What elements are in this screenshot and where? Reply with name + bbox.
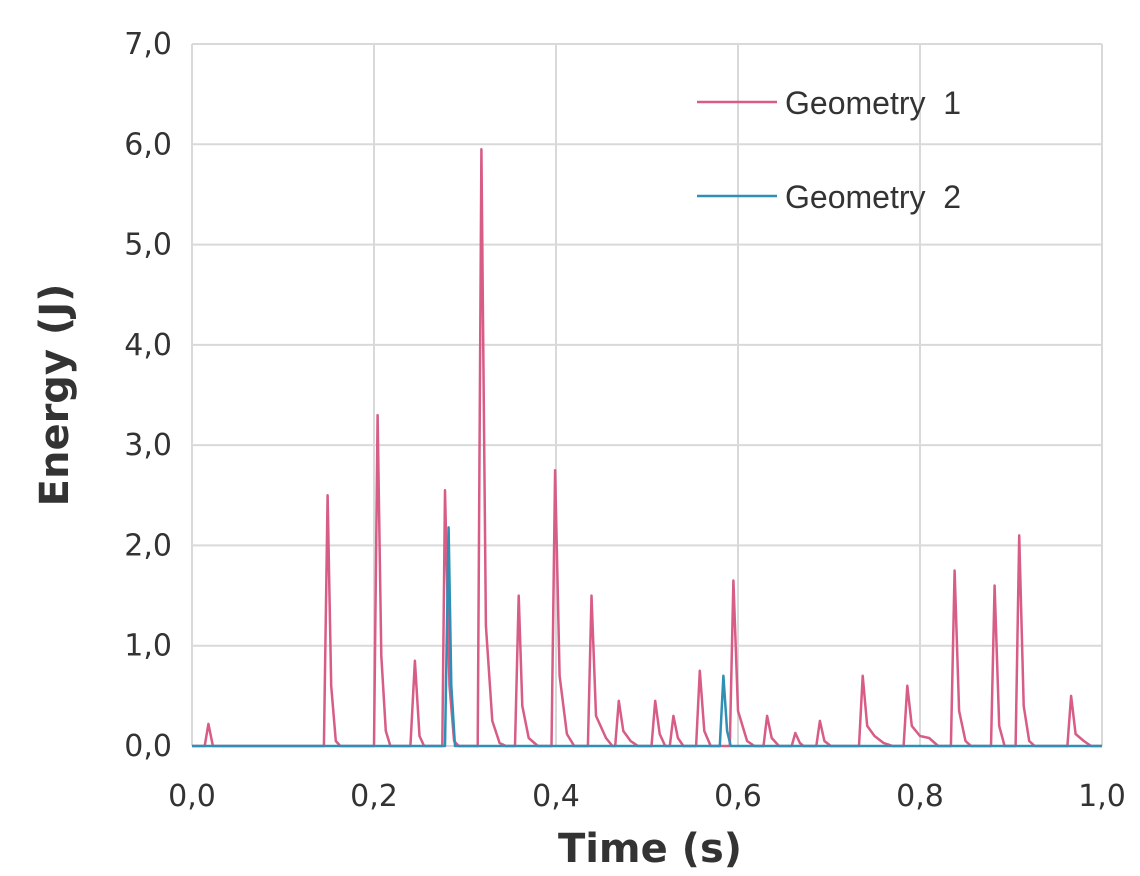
y-axis-ticks: 0,0 1,0 2,0 3,0 4,0 5,0 6,0 7,0 [124,27,172,764]
series-line-geometry-1 [192,148,1102,748]
y-axis-title: Energy (J) [32,284,78,507]
y-tick-label: 4,0 [124,328,172,363]
x-tick-label: 0,4 [532,779,580,814]
legend-label-geometry-2: Geometry 2 [785,179,961,215]
series-line-geometry-2 [192,526,1102,748]
y-tick-label: 1,0 [124,629,172,664]
x-tick-label: 0,6 [714,779,762,814]
y-tick-label: 7,0 [124,27,172,62]
y-tick-label: 0,0 [124,729,172,764]
y-tick-label: 3,0 [124,428,172,463]
x-tick-label: 0,0 [168,779,216,814]
y-tick-label: 6,0 [124,127,172,162]
legend-label-geometry-1: Geometry 1 [785,85,961,121]
y-tick-label: 2,0 [124,528,172,563]
x-axis-ticks: 0,0 0,2 0,4 0,6 0,8 1,0 [168,779,1126,814]
x-tick-label: 1,0 [1078,779,1126,814]
y-tick-label: 5,0 [124,228,172,263]
series-lines [192,148,1102,748]
x-tick-label: 0,8 [896,779,944,814]
x-axis-title: Time (s) [558,826,742,872]
grid-lines [191,43,1103,747]
x-tick-label: 0,2 [350,779,398,814]
legend: Geometry 1 Geometry 2 [697,85,961,215]
